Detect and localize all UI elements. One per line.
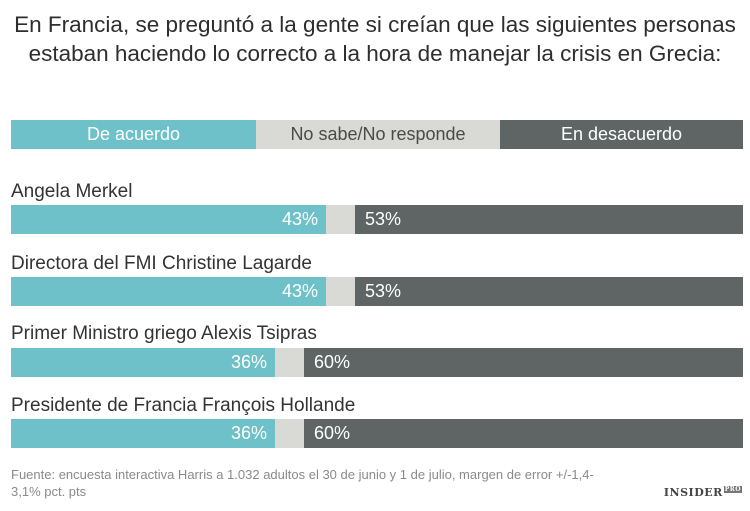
logo-text: INSIDER (663, 486, 723, 499)
bar-segment-disagree: 60% (304, 348, 743, 377)
chart-title-line-1: En Francia, se preguntó a la gente si cr… (14, 12, 736, 37)
stacked-bar: 36% 60% (11, 348, 743, 377)
bar-segment-agree: 43% (11, 277, 326, 306)
logo-badge: PRO (723, 486, 742, 493)
legend-dont-know: No sabe/No responde (256, 120, 500, 149)
bar-segment-disagree: 60% (304, 419, 743, 448)
stacked-bar: 36% 60% (11, 419, 743, 448)
row-label: Presidente de Francia François Hollande (11, 395, 356, 416)
stacked-bar: 43% 53% (11, 277, 743, 306)
insider-logo: INSIDER PRO (664, 486, 742, 499)
bar-segment-agree: 36% (11, 419, 275, 448)
row-label: Directora del FMI Christine Lagarde (11, 253, 312, 274)
legend-agree: De acuerdo (11, 120, 256, 149)
bar-segment-disagree: 53% (355, 205, 743, 234)
row-label: Angela Merkel (11, 181, 133, 202)
bar-segment-agree: 36% (11, 348, 275, 377)
row-label: Primer Ministro griego Alexis Tsipras (11, 323, 317, 344)
bar-segment-disagree: 53% (355, 277, 743, 306)
chart-title: En Francia, se preguntó a la gente si cr… (0, 10, 750, 68)
bar-segment-agree: 43% (11, 205, 326, 234)
chart-title-line-2: estaban haciendo lo correcto a la hora d… (28, 41, 722, 66)
stacked-bar: 43% 53% (11, 205, 743, 234)
legend: De acuerdo No sabe/No responde En desacu… (11, 120, 743, 149)
legend-disagree: En desacuerdo (500, 120, 743, 149)
source-note: Fuente: encuesta interactiva Harris a 1.… (11, 467, 594, 499)
